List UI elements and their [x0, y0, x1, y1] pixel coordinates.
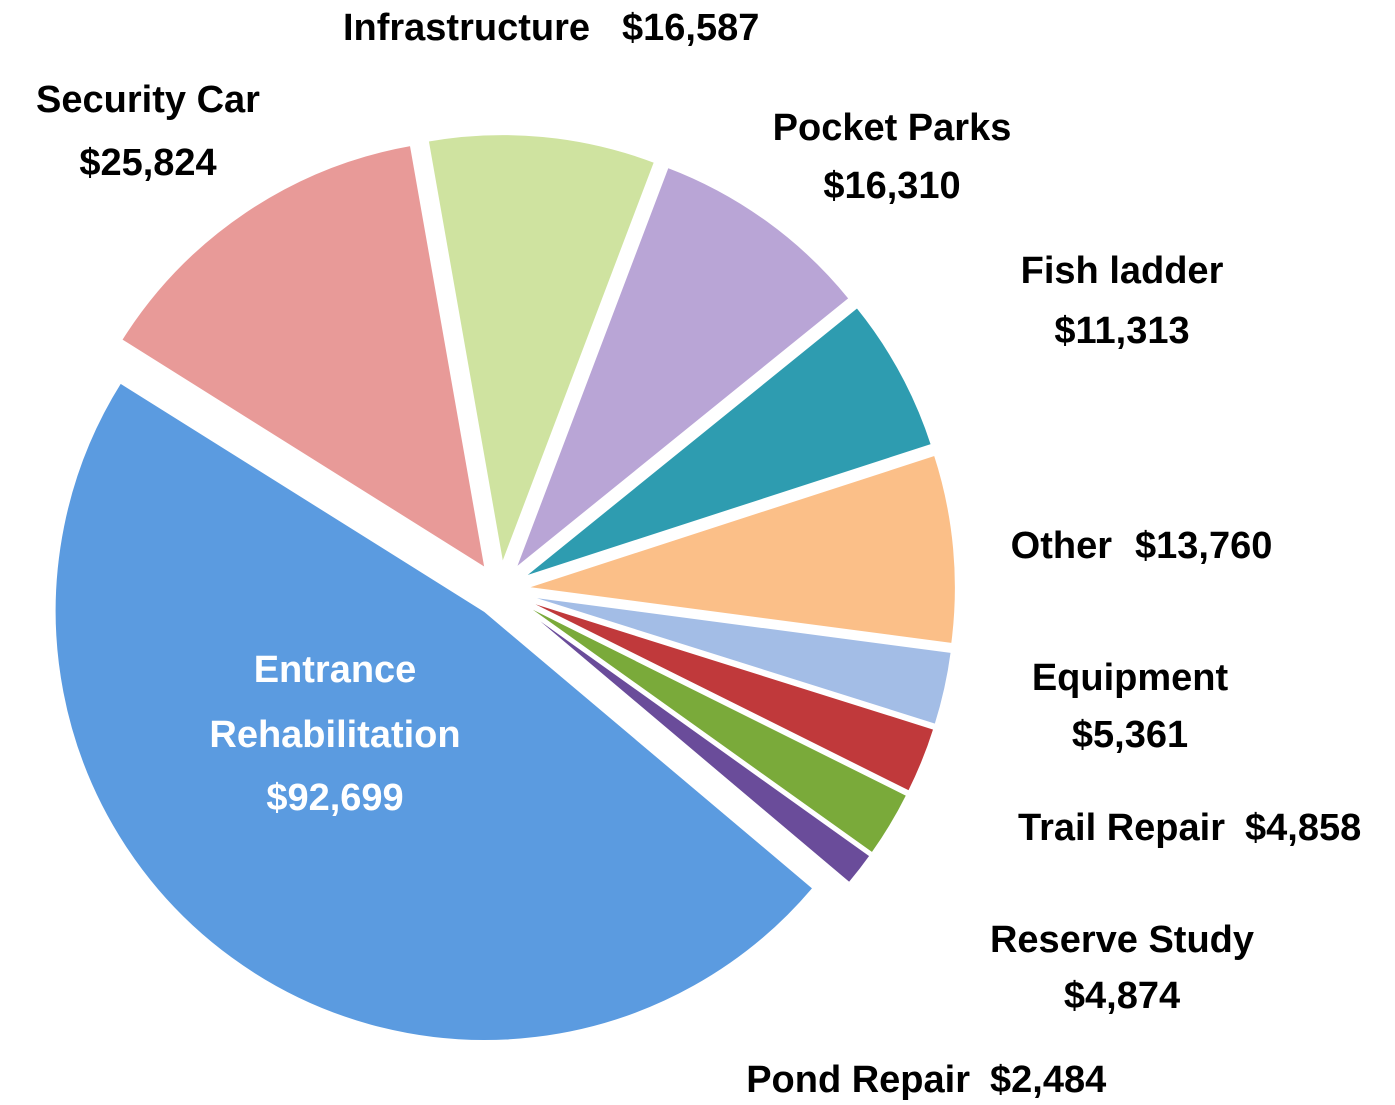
slice-label: Pond Repair	[746, 1059, 970, 1101]
pie-slice	[523, 598, 936, 793]
pie-slice	[512, 165, 851, 573]
slice-value-label: $25,824	[79, 142, 216, 184]
slice-label: Entrance Rehabilitation	[209, 649, 460, 756]
pie-slice	[119, 143, 487, 571]
slice-label: Trail Repair	[1018, 807, 1225, 849]
pie-slice	[519, 605, 872, 885]
slice-value-label: $4,858	[1245, 807, 1361, 849]
slice-label: Fish ladder	[1021, 250, 1224, 292]
slice-value-label: $11,313	[1054, 310, 1189, 352]
pie-slice	[521, 602, 909, 855]
slice-label: Reserve Study	[990, 919, 1254, 961]
pie-slice	[426, 133, 657, 568]
slice-value-label: $13,760	[1135, 525, 1272, 567]
slice-label: Other	[1011, 525, 1113, 567]
pie-slice	[53, 381, 815, 1042]
slice-value-label: $2,484	[990, 1059, 1106, 1101]
slice-label: Infrastructure	[343, 7, 590, 49]
pie-slice	[525, 594, 953, 727]
slice-label: Security Car	[36, 79, 260, 121]
pie-slice	[522, 305, 934, 579]
slice-value-label: $5,361	[1072, 714, 1188, 756]
slice-value-label: $16,310	[823, 165, 960, 207]
slice-value-label: $92,699	[266, 777, 403, 819]
slice-value-label: $16,587	[622, 7, 759, 49]
pie-slice	[525, 453, 957, 646]
slice-label: Equipment	[1032, 657, 1229, 699]
slice-value-label: $4,874	[1064, 975, 1180, 1017]
slice-label: Pocket Parks	[773, 107, 1012, 149]
